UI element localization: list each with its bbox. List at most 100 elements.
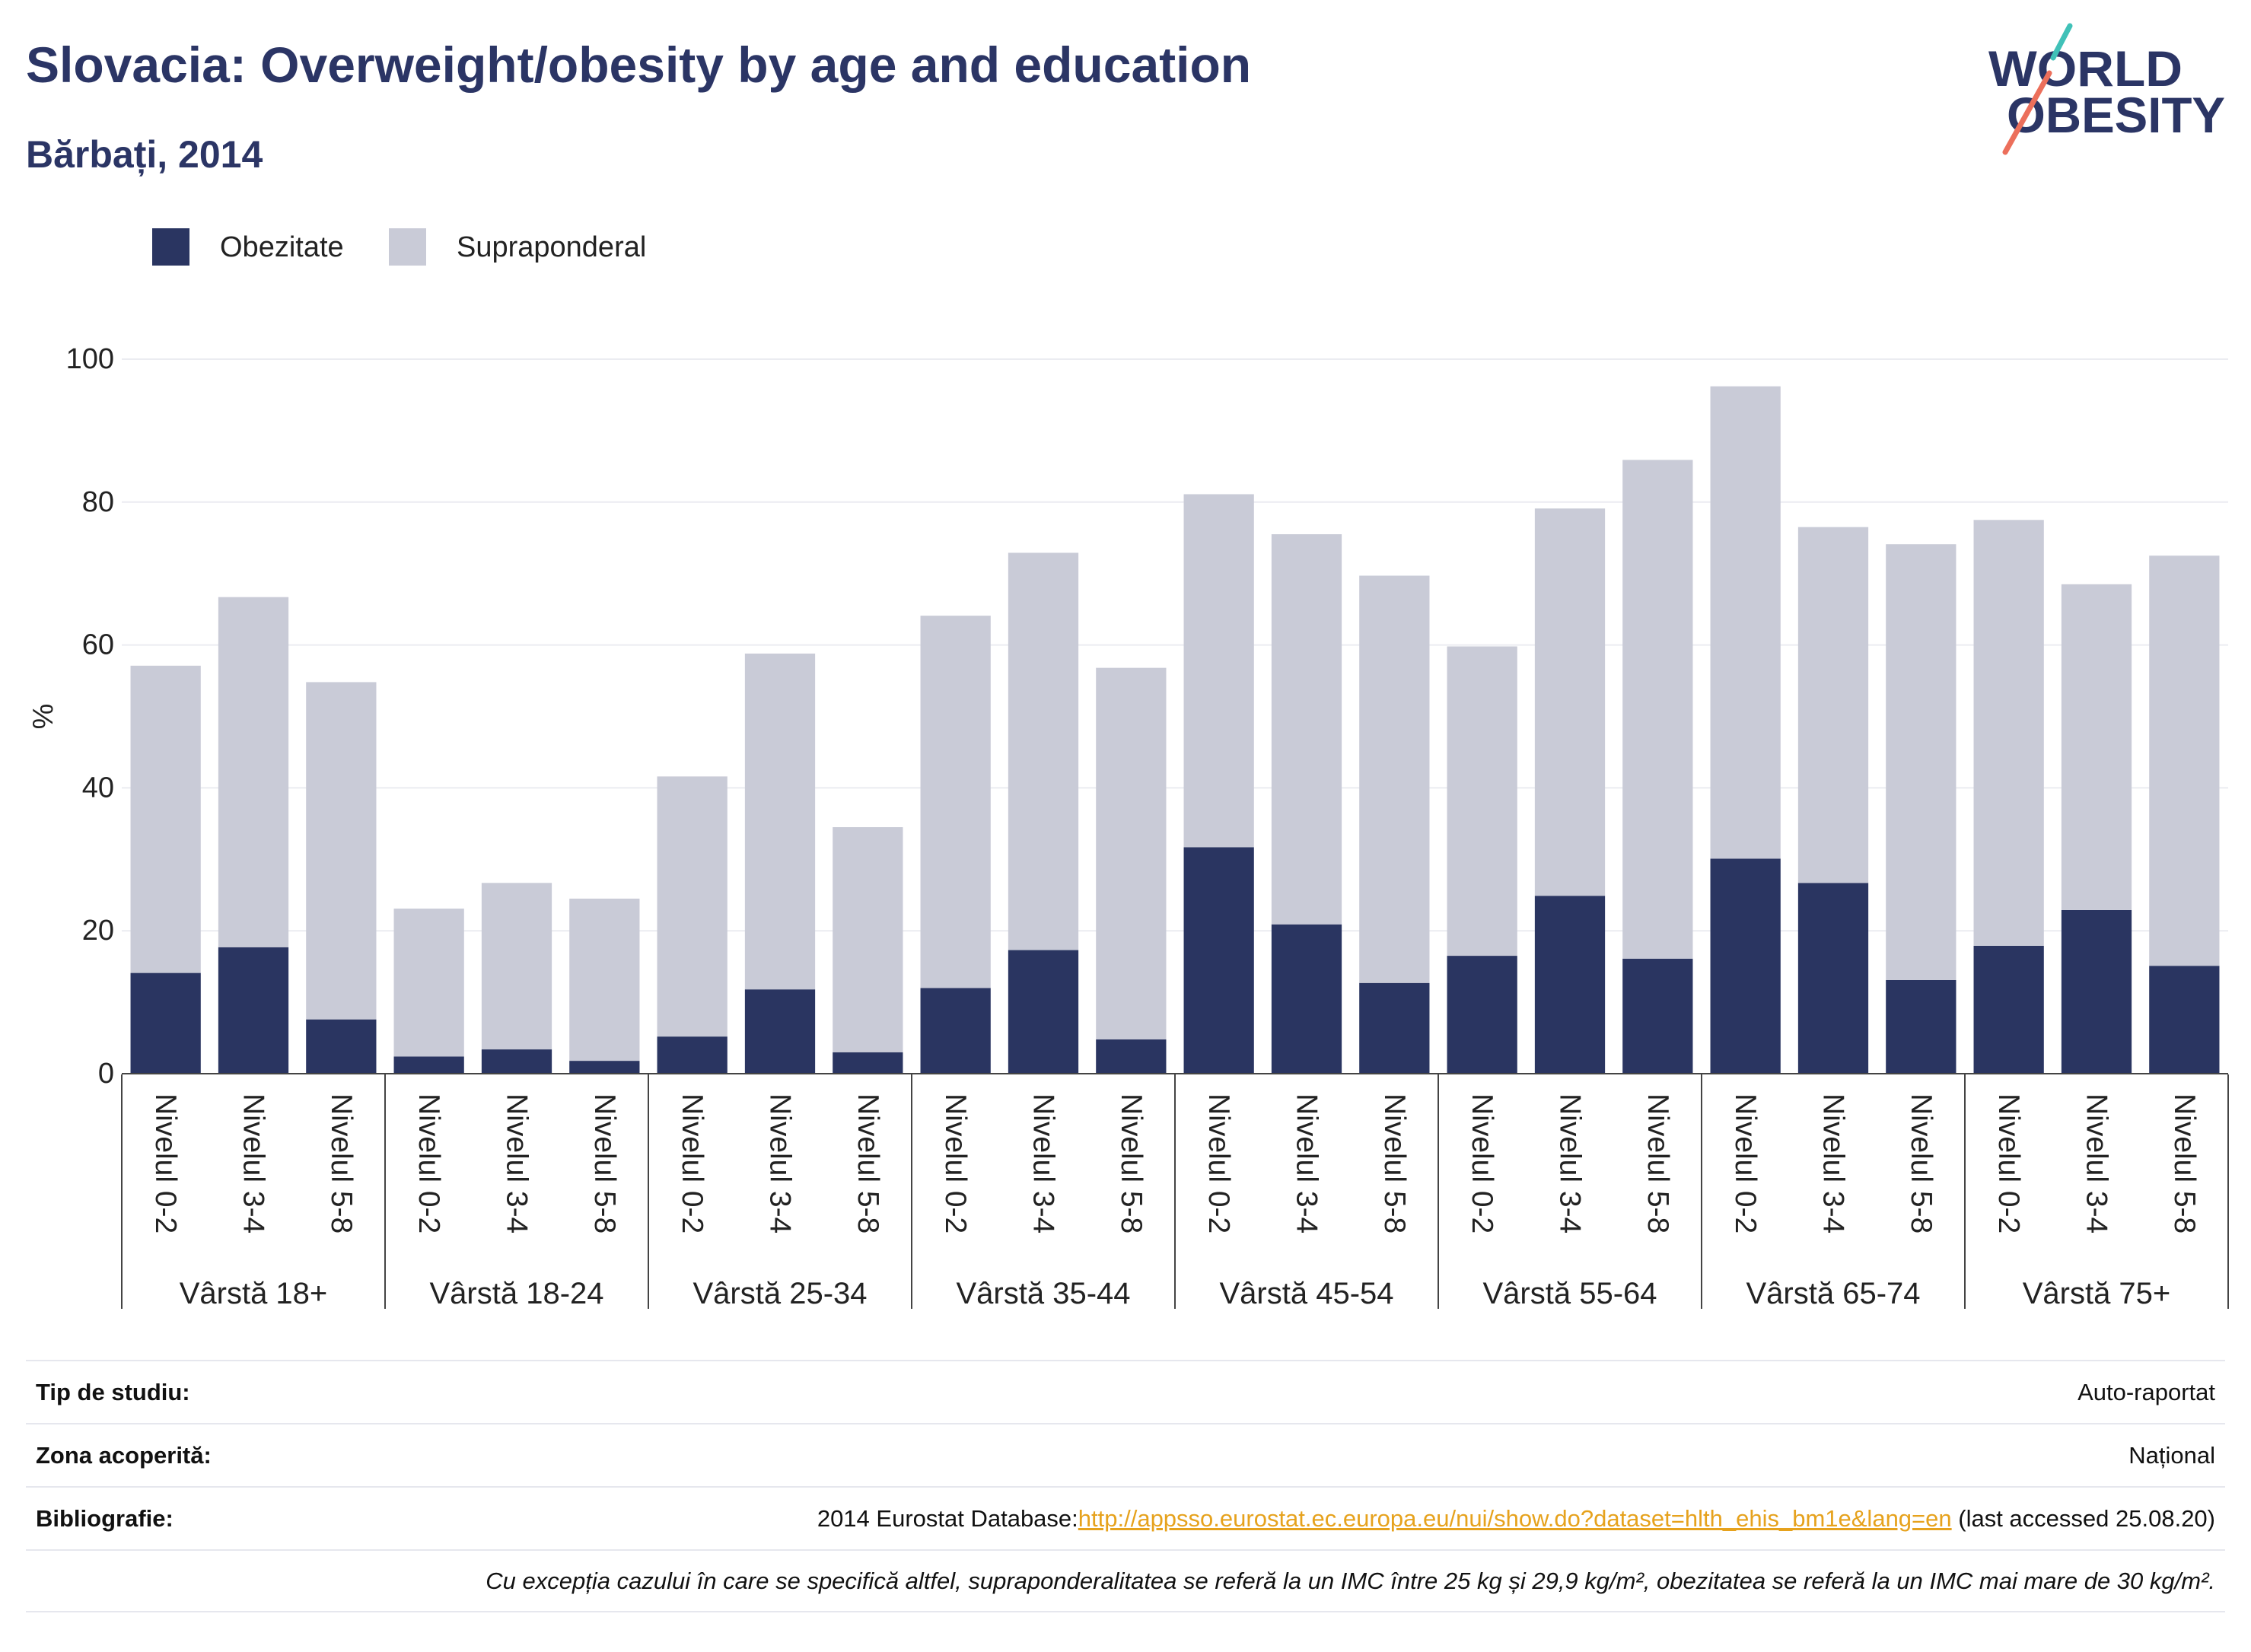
x-tick-label: Nivelul 5-8 <box>1115 1093 1148 1233</box>
x-tick-label: Nivelul 3-4 <box>764 1093 797 1233</box>
legend-swatch-overweight <box>389 228 426 266</box>
overweight-bar <box>1183 494 1254 848</box>
y-tick-label: 100 <box>66 343 114 375</box>
x-tick-label: Nivelul 3-4 <box>1554 1093 1587 1233</box>
overweight-bar <box>920 616 991 988</box>
group-label: Vârstă 65-74 <box>1746 1277 1920 1310</box>
x-tick-label: Nivelul 5-8 <box>588 1093 621 1233</box>
logo-slash-teal-icon <box>2050 23 2073 61</box>
obesity-bar <box>1359 982 1430 1074</box>
study-type-value: Auto-raportat <box>2077 1378 2215 1405</box>
x-tick-label: Nivelul 5-8 <box>1378 1093 1411 1233</box>
obesity-bar <box>481 1049 552 1074</box>
bar-chart: 0 20 40 60 80 100 Nivelul 0-2 Nivelul 3-4 Nivelu… <box>27 343 2229 1310</box>
x-tick-label: Nivelul 0-2 <box>1466 1093 1498 1233</box>
info-row-coverage: Zona acoperită: Național <box>26 1423 2225 1486</box>
obesity-bar <box>393 1056 464 1074</box>
obesity-bar <box>1710 858 1781 1074</box>
x-tick-label: Nivelul 3-4 <box>501 1093 533 1233</box>
overweight-bar <box>1886 544 1956 980</box>
obesity-bar <box>920 988 991 1074</box>
overweight-bar <box>306 682 377 1020</box>
world-obesity-logo: WORLD OBESITY <box>1988 23 2225 155</box>
obesity-bar <box>218 947 289 1074</box>
x-tick-label: Nivelul 5-8 <box>1905 1093 1937 1233</box>
obesity-bar <box>1534 896 1606 1074</box>
x-tick-label: Nivelul 5-8 <box>2168 1093 2201 1233</box>
x-tick-label: Nivelul 0-2 <box>149 1093 182 1233</box>
overweight-bar <box>1271 534 1342 925</box>
obesity-bar <box>1096 1039 1167 1074</box>
overweight-bar <box>130 665 201 973</box>
x-tick-label: Nivelul 5-8 <box>325 1093 358 1233</box>
info-row-study-type: Tip de studiu: Auto-raportat <box>26 1360 2225 1423</box>
definition-note: Cu excepția cazului în care se specifică… <box>486 1567 2215 1594</box>
bibliography-link[interactable]: http://appsso.eurostat.ec.europa.eu/nui/… <box>1078 1504 1952 1532</box>
x-tick-label: Nivelul 3-4 <box>1027 1093 1060 1233</box>
group-label: Vârstă 18-24 <box>429 1277 603 1310</box>
overweight-bar <box>393 909 464 1057</box>
overweight-bar <box>1622 460 1693 959</box>
overweight-bar <box>2149 555 2220 966</box>
info-row-bibliography: Bibliografie: 2014 Eurostat Database:htt… <box>26 1486 2225 1549</box>
y-tick-label: 20 <box>82 915 114 947</box>
info-table: Tip de studiu: Auto-raportat Zona acoper… <box>26 1360 2225 1612</box>
overweight-bar <box>1447 646 1517 957</box>
overweight-bar <box>1359 575 1430 983</box>
group-label: Vârstă 35-44 <box>956 1277 1130 1310</box>
obesity-bar <box>306 1019 377 1074</box>
legend-item-overweight[interactable]: Supraponderal <box>389 228 646 266</box>
obesity-bar <box>1271 924 1342 1074</box>
overweight-bar <box>2061 584 2132 910</box>
overweight-bar <box>1096 667 1167 1039</box>
overweight-bar <box>1973 520 2044 946</box>
overweight-bar <box>1797 527 1869 883</box>
x-tick-label: Nivelul 0-2 <box>412 1093 445 1233</box>
group-label: Vârstă 55-64 <box>1482 1277 1657 1310</box>
y-tick-label: 40 <box>82 772 114 804</box>
overweight-bar <box>1534 508 1606 896</box>
overweight-bar <box>1008 552 1079 950</box>
y-tick-label: 80 <box>82 486 114 518</box>
group-label: Vârstă 75+ <box>2023 1277 2171 1310</box>
info-row-note: Cu excepția cazului în care se specifică… <box>26 1549 2225 1612</box>
legend-label-overweight: Supraponderal <box>457 231 647 263</box>
obesity-bar <box>1008 950 1079 1074</box>
bibliography-label: Bibliografie: <box>36 1504 174 1532</box>
bibliography-value: 2014 Eurostat Database:http://appsso.eur… <box>817 1505 2215 1533</box>
x-tick-label: Nivelul 5-8 <box>1641 1093 1674 1233</box>
obesity-bar <box>833 1052 903 1074</box>
obesity-bar <box>2149 966 2220 1074</box>
x-tick-label: Nivelul 3-4 <box>1817 1093 1850 1233</box>
overweight-bar <box>744 653 816 990</box>
obesity-bar <box>2061 909 2132 1074</box>
coverage-label: Zona acoperită: <box>36 1441 212 1469</box>
legend-item-obesity[interactable]: Obezitate <box>152 228 344 266</box>
page-title: Slovacia: Overweight/obesity by age and … <box>26 37 1252 93</box>
obesity-bar <box>130 972 201 1074</box>
logo-text-obesity: OBESITY <box>2007 87 2225 143</box>
obesity-bar <box>1447 956 1517 1074</box>
bibliography-prefix: 2014 Eurostat Database: <box>817 1504 1078 1532</box>
obesity-bar <box>744 989 816 1074</box>
group-label: Vârstă 18+ <box>180 1277 328 1310</box>
obesity-bar <box>1183 847 1254 1074</box>
overweight-bar <box>1710 386 1781 859</box>
bibliography-suffix: (last accessed 25.08.20) <box>1951 1504 2215 1532</box>
overweight-bar <box>569 898 640 1062</box>
overweight-bar <box>833 827 903 1052</box>
x-tick-label: Nivelul 0-2 <box>1992 1093 2025 1233</box>
group-label: Vârstă 25-34 <box>692 1277 867 1310</box>
x-tick-label: Nivelul 3-4 <box>237 1093 270 1233</box>
x-tick-label: Nivelul 5-8 <box>852 1093 884 1233</box>
x-tick-label: Nivelul 0-2 <box>939 1093 972 1233</box>
y-tick-label: 60 <box>82 629 114 661</box>
overweight-bar <box>218 597 289 947</box>
obesity-bar <box>1973 945 2044 1074</box>
x-tick-label: Nivelul 3-4 <box>1291 1093 1323 1233</box>
obesity-bar <box>1797 883 1869 1074</box>
x-tick-label: Nivelul 0-2 <box>676 1093 708 1233</box>
study-type-label: Tip de studiu: <box>36 1378 190 1405</box>
x-tick-label: Nivelul 0-2 <box>1202 1093 1235 1233</box>
